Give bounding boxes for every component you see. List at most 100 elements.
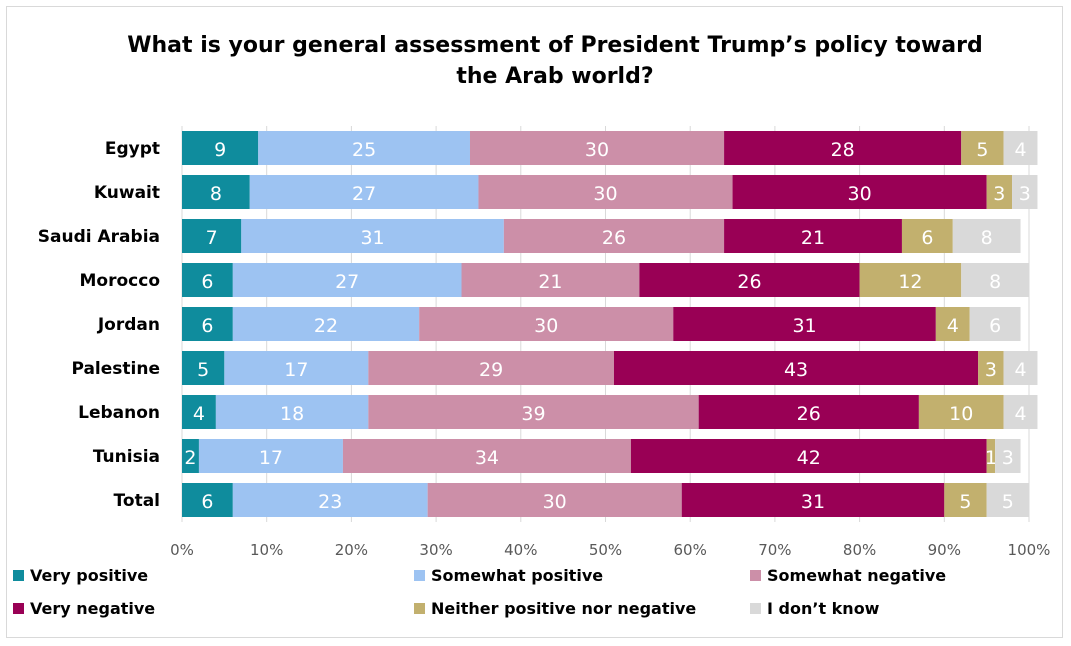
x-tick-label: 70% — [758, 541, 791, 559]
bar-segment — [724, 219, 902, 253]
bar-segment — [918, 395, 1004, 429]
legend-label: Neither positive nor negative — [431, 598, 697, 618]
legend-swatch — [750, 602, 761, 614]
data-label: 7 — [206, 227, 218, 249]
bar-segment — [215, 395, 369, 429]
x-tick-label: 60% — [674, 541, 707, 559]
bar-segment — [986, 175, 1013, 209]
data-label: 27 — [352, 183, 376, 205]
data-label: 34 — [475, 447, 499, 469]
x-tick-label: 40% — [504, 541, 537, 559]
bar-segment — [182, 175, 250, 209]
bar-segment — [224, 351, 369, 385]
x-tick-label: 80% — [843, 541, 876, 559]
data-label: 6 — [989, 315, 1001, 337]
category-label: Lebanon — [78, 403, 160, 423]
bar-segment — [1003, 351, 1038, 385]
bar-segment — [182, 263, 233, 297]
data-label: 29 — [479, 359, 503, 381]
bar-segment — [368, 351, 614, 385]
data-label: 43 — [784, 359, 808, 381]
bar-segment — [961, 263, 1029, 297]
data-label: 27 — [335, 271, 359, 293]
legend-swatch — [13, 602, 24, 614]
data-label: 42 — [797, 447, 821, 469]
legend-swatch — [13, 569, 24, 581]
data-label: 30 — [593, 183, 617, 205]
data-label: 26 — [737, 271, 761, 293]
x-tick-label: 100% — [1008, 541, 1051, 559]
bar-segment — [469, 131, 725, 165]
bar-segment — [503, 219, 725, 253]
data-label: 26 — [602, 227, 626, 249]
bar-segment — [732, 175, 987, 209]
bar-segment — [232, 263, 462, 297]
bar-segment — [182, 307, 233, 341]
category-label: Kuwait — [94, 183, 160, 203]
data-label: 3 — [1019, 183, 1031, 205]
legend-item: Somewhat positive — [414, 564, 603, 586]
data-label: 4 — [1014, 359, 1026, 381]
data-label: 21 — [801, 227, 825, 249]
data-label: 30 — [848, 183, 872, 205]
data-label: 31 — [801, 491, 825, 513]
bar-segment — [952, 219, 1021, 253]
bar-segment — [1012, 175, 1038, 209]
data-label: 4 — [1014, 139, 1026, 161]
data-label: 3 — [1002, 447, 1014, 469]
legend-swatch — [414, 602, 425, 614]
bar-segment — [613, 351, 979, 385]
data-label: 4 — [1014, 403, 1026, 425]
data-label: 26 — [797, 403, 821, 425]
bar-segment — [368, 395, 699, 429]
x-tick-label: 90% — [928, 541, 961, 559]
bar-segment — [419, 307, 674, 341]
data-label: 12 — [898, 271, 922, 293]
category-label: Morocco — [80, 271, 161, 291]
data-label: 39 — [521, 403, 545, 425]
bar-segment — [935, 307, 970, 341]
bar-segment — [461, 263, 640, 297]
bar-segment — [182, 395, 216, 429]
data-label: 8 — [989, 271, 1001, 293]
bar-segment — [724, 131, 962, 165]
legend-label: Somewhat positive — [431, 565, 604, 585]
data-label: 30 — [585, 139, 609, 161]
legend-item: Very positive — [13, 564, 148, 586]
bar-segment — [698, 395, 919, 429]
data-label: 22 — [314, 315, 338, 337]
bar-segment — [249, 175, 479, 209]
legend-item: Very negative — [13, 597, 155, 619]
data-label: 25 — [352, 139, 376, 161]
legend-label: Somewhat negative — [767, 565, 947, 585]
data-label: 28 — [831, 139, 855, 161]
x-tick-label: 10% — [250, 541, 283, 559]
bar-segment — [1003, 131, 1038, 165]
data-label: 5 — [1002, 491, 1014, 513]
data-label: 30 — [543, 491, 567, 513]
bar-segment — [241, 219, 504, 253]
category-label: Egypt — [105, 139, 160, 159]
data-label: 8 — [210, 183, 222, 205]
x-tick-label: 50% — [589, 541, 622, 559]
data-label: 10 — [949, 403, 973, 425]
bar-segment — [182, 351, 225, 385]
data-label: 17 — [284, 359, 308, 381]
data-label: 6 — [201, 491, 213, 513]
legend-item: Neither positive nor negative — [414, 597, 696, 619]
bar-segment — [1003, 395, 1038, 429]
data-label: 17 — [259, 447, 283, 469]
legend-label: Very negative — [30, 598, 156, 618]
bar-segment — [986, 439, 996, 473]
data-label: 5 — [976, 139, 988, 161]
category-label: Total — [114, 491, 160, 511]
data-label: 6 — [201, 271, 213, 293]
data-label: 3 — [985, 359, 997, 381]
category-label: Jordan — [97, 315, 160, 335]
bar-segment — [978, 351, 1004, 385]
bar-segment — [681, 483, 945, 517]
data-label: 21 — [538, 271, 562, 293]
bar-segment — [961, 131, 1004, 165]
bar-segment — [673, 307, 936, 341]
